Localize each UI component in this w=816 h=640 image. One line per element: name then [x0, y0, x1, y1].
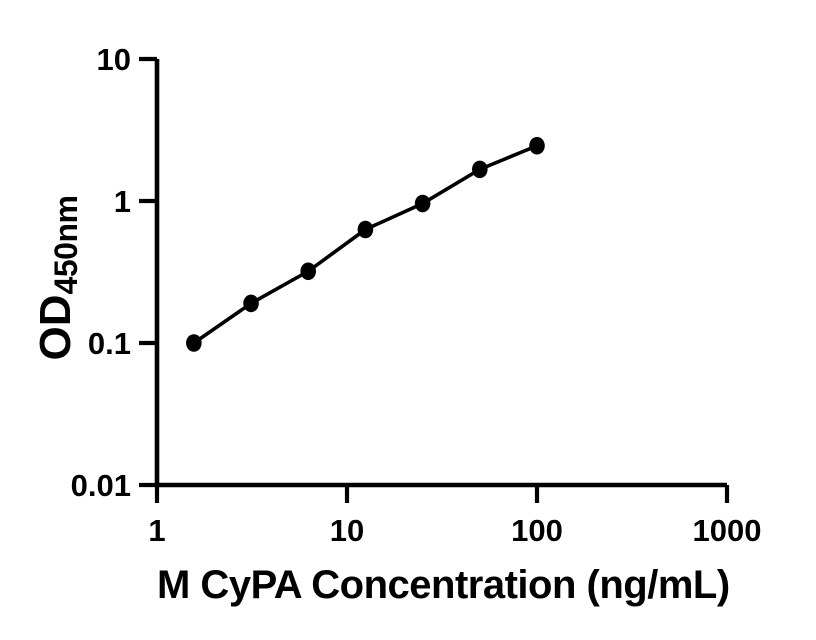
data-point	[186, 334, 202, 352]
data-point	[300, 262, 317, 281]
data-point	[357, 220, 374, 239]
data-point	[414, 194, 431, 213]
y-tick-label: 10	[97, 42, 131, 77]
axes	[154, 59, 727, 488]
y-axis-title: OD450nm	[31, 196, 84, 361]
data-point	[529, 136, 545, 155]
data-series	[186, 136, 545, 352]
data-point	[243, 294, 259, 313]
x-tick-label: 10	[330, 513, 364, 548]
axis-spine	[154, 59, 727, 488]
y-axis-title-main: OD	[31, 294, 80, 361]
axis-tick-labels: 1 10 100 1000 0.01 0.1 1 10	[71, 42, 762, 548]
y-axis-title-subscript: 450nm	[48, 195, 84, 295]
axis-ticks	[139, 56, 730, 503]
y-tick-label: 0.01	[71, 468, 131, 503]
x-axis-title: M CyPA Concentration (ng/mL)	[157, 563, 730, 607]
data-point	[472, 160, 488, 179]
x-tick-label: 1	[148, 513, 165, 548]
y-tick-label: 0.1	[88, 326, 131, 361]
x-tick-label: 100	[511, 513, 563, 548]
x-tick-label: 1000	[693, 513, 762, 548]
y-tick-label: 1	[114, 184, 131, 219]
